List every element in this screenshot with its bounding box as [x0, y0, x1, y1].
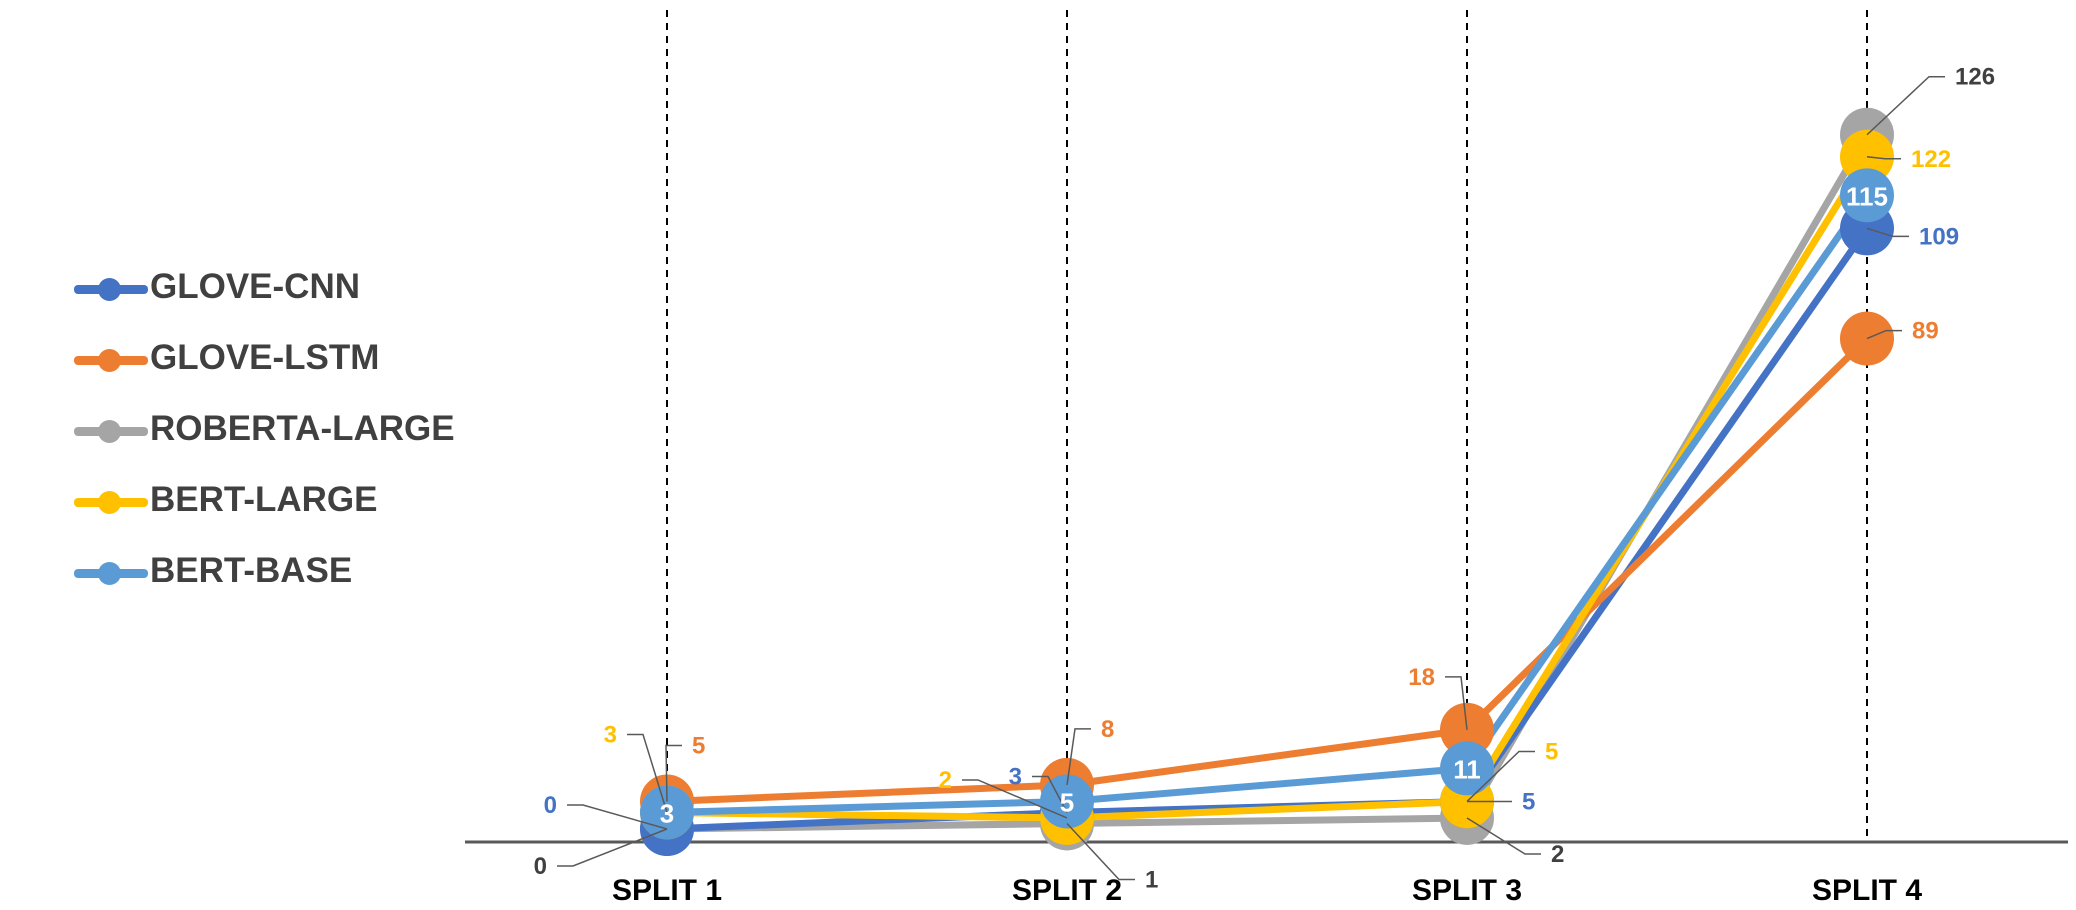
data-label: 3 [660, 798, 674, 828]
data-label: 18 [1408, 664, 1435, 691]
data-label-leader [1866, 156, 1901, 160]
data-label: 115 [1846, 181, 1888, 211]
series-lines [666, 132, 1871, 833]
legend-swatch-marker [98, 420, 121, 443]
legend-label: BERT-BASE [150, 551, 353, 590]
legend-label: GLOVE-CNN [150, 267, 360, 306]
x-tick-label: SPLIT 1 [612, 874, 722, 907]
x-tick-label: SPLIT 4 [1812, 874, 1922, 907]
data-label-leader [1032, 775, 1068, 813]
legend-item: GLOVE-CNN [68, 262, 468, 333]
legend: GLOVE-CNN GLOVE-LSTM ROBERTA-LARGE BERT-LAR… [68, 262, 468, 617]
data-label: 3 [604, 721, 617, 748]
data-label-leader [1066, 822, 1135, 881]
legend-label: GLOVE-LSTM [150, 338, 380, 377]
data-label-leader [1866, 227, 1909, 238]
legend-item: BERT-LARGE [68, 475, 468, 546]
data-label: 1 [1145, 866, 1158, 893]
legend-label: BERT-LARGE [150, 480, 378, 519]
data-label-leader [962, 779, 1068, 819]
x-tick-labels: SPLIT 1 SPLIT 2 SPLIT 3 SPLIT 4 [612, 874, 1922, 907]
data-label-leader [1866, 329, 1902, 340]
data-label-leader [1066, 728, 1091, 786]
series-line [666, 193, 1870, 816]
data-label: 5 [1060, 787, 1074, 817]
data-label: 2 [1551, 841, 1564, 868]
x-tick-label: SPLIT 3 [1412, 874, 1522, 907]
data-label-leader [1445, 676, 1468, 730]
split-dashed-lines [666, 10, 1868, 842]
data-label-leader [627, 733, 668, 813]
data-label-leader [1466, 817, 1541, 855]
series-markers [640, 107, 1894, 856]
data-label: 0 [544, 792, 557, 819]
data-label-leader [557, 828, 668, 867]
data-label: 8 [1101, 716, 1114, 743]
data-point [1440, 741, 1494, 796]
data-label-leader [665, 744, 682, 802]
data-label: 11 [1453, 754, 1481, 784]
data-label: 5 [1522, 788, 1535, 815]
data-label: 2 [939, 767, 952, 794]
data-label: 5 [692, 732, 705, 759]
data-label: 0 [534, 853, 547, 880]
legend-swatch-marker [98, 349, 121, 372]
data-point [1840, 168, 1894, 223]
legend-swatch-marker [98, 491, 121, 514]
data-label-leader [567, 804, 668, 830]
legend-label: ROBERTA-LARGE [150, 409, 455, 448]
series-line [666, 336, 1870, 805]
data-label-leader [1466, 750, 1535, 802]
legend-swatch-marker [98, 278, 121, 301]
data-label: 109 [1919, 223, 1959, 250]
data-label: 3 [1009, 763, 1022, 790]
legend-item: BERT-BASE [68, 546, 468, 617]
legend-swatch-marker [98, 562, 121, 585]
legend-item: GLOVE-LSTM [68, 333, 468, 404]
data-label: 126 [1955, 64, 1995, 91]
data-label: 89 [1912, 318, 1939, 345]
series-line [666, 226, 1870, 833]
data-label-leader [1866, 75, 1945, 136]
data-label: 122 [1911, 146, 1951, 173]
x-tick-label: SPLIT 2 [1012, 874, 1122, 907]
legend-item: ROBERTA-LARGE [68, 404, 468, 475]
data-label: 5 [1545, 738, 1558, 765]
